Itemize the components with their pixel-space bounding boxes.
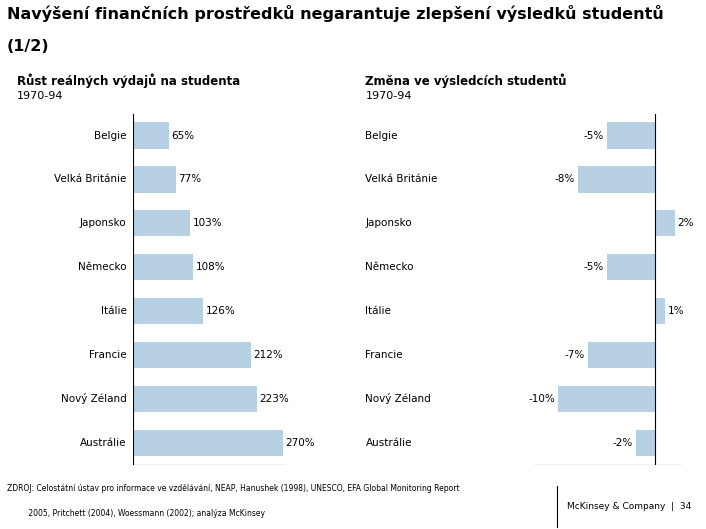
Text: Austrálie: Austrálie bbox=[366, 437, 412, 448]
Bar bbox=[655, 298, 665, 324]
Text: Japonsko: Japonsko bbox=[366, 218, 412, 229]
Bar bbox=[607, 254, 655, 280]
Text: 77%: 77% bbox=[178, 175, 201, 185]
Text: ZDROJ: Celostátní ústav pro informace ve vzdělávání, NEAP, Hanushek (1998), UNES: ZDROJ: Celostátní ústav pro informace ve… bbox=[7, 484, 460, 493]
Text: Austrálie: Austrálie bbox=[80, 437, 126, 448]
Bar bbox=[133, 386, 257, 412]
Text: -8%: -8% bbox=[555, 175, 575, 185]
Text: (1/2): (1/2) bbox=[7, 39, 49, 54]
Text: -7%: -7% bbox=[564, 350, 585, 360]
Bar bbox=[133, 342, 251, 368]
Text: Německo: Německo bbox=[366, 262, 414, 272]
Bar bbox=[133, 166, 176, 193]
Text: Navýšení finančních prostředků negarantuje zlepšení výsledků studentů: Navýšení finančních prostředků negarantu… bbox=[7, 5, 664, 22]
Text: 1970-94: 1970-94 bbox=[366, 90, 412, 101]
Text: Velká Británie: Velká Británie bbox=[54, 175, 126, 185]
Text: Německo: Německo bbox=[78, 262, 126, 272]
Text: 2%: 2% bbox=[677, 218, 693, 229]
Bar bbox=[607, 122, 655, 149]
Bar bbox=[636, 430, 655, 456]
Text: 270%: 270% bbox=[286, 437, 316, 448]
Bar bbox=[133, 210, 191, 236]
Text: McKinsey & Company  |  34: McKinsey & Company | 34 bbox=[568, 502, 692, 511]
Text: -2%: -2% bbox=[613, 437, 633, 448]
Bar bbox=[587, 342, 655, 368]
Text: -5%: -5% bbox=[584, 262, 604, 272]
Text: 2005, Pritchett (2004), Woessmann (2002); analýza McKinsey: 2005, Pritchett (2004), Woessmann (2002)… bbox=[7, 509, 265, 518]
Text: 223%: 223% bbox=[260, 394, 289, 404]
Bar bbox=[133, 430, 283, 456]
Bar bbox=[655, 210, 675, 236]
Text: -5%: -5% bbox=[584, 131, 604, 141]
Text: 108%: 108% bbox=[196, 262, 225, 272]
Text: 1970-94: 1970-94 bbox=[17, 90, 64, 101]
Text: 103%: 103% bbox=[193, 218, 222, 229]
Text: Nový Zéland: Nový Zéland bbox=[366, 394, 431, 404]
Text: -10%: -10% bbox=[529, 394, 556, 404]
Text: Belgie: Belgie bbox=[94, 131, 126, 141]
Text: 1%: 1% bbox=[667, 306, 684, 316]
Text: 212%: 212% bbox=[253, 350, 283, 360]
Text: Japonsko: Japonsko bbox=[80, 218, 126, 229]
Text: Itálie: Itálie bbox=[101, 306, 126, 316]
Text: 65%: 65% bbox=[172, 131, 195, 141]
Bar bbox=[133, 298, 203, 324]
Text: Belgie: Belgie bbox=[366, 131, 398, 141]
Text: Změna ve výsledcích studentů: Změna ve výsledcích studentů bbox=[366, 74, 567, 88]
Bar bbox=[133, 254, 193, 280]
Text: Velká Británie: Velká Británie bbox=[366, 175, 438, 185]
Text: Francie: Francie bbox=[89, 350, 126, 360]
Bar bbox=[558, 386, 655, 412]
Text: Růst reálných výdajů na studenta: Růst reálných výdajů na studenta bbox=[17, 74, 240, 88]
Text: 126%: 126% bbox=[205, 306, 235, 316]
Text: Francie: Francie bbox=[366, 350, 403, 360]
Text: Nový Zéland: Nový Zéland bbox=[61, 394, 126, 404]
Bar bbox=[578, 166, 655, 193]
Text: Itálie: Itálie bbox=[366, 306, 391, 316]
Bar bbox=[133, 122, 169, 149]
